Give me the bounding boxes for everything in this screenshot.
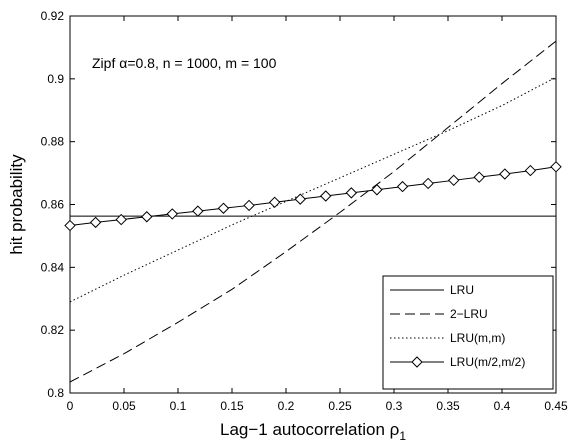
series-lru-m-2-m-2-point [524, 164, 537, 177]
series-lru-m-2-m-2-point [499, 168, 511, 180]
y-tick-label: 0.88 [41, 135, 65, 149]
series-lru-m-2-m-2-point [345, 187, 358, 199]
y-tick-label: 0.8 [47, 386, 64, 400]
series-lru-m-2-m-2-point [192, 205, 204, 217]
x-tick-label: 0.2 [278, 399, 295, 413]
series-lru-m-2-m-2-point [422, 177, 434, 190]
series-lru-m-2-m-2-point [89, 216, 102, 229]
x-tick-label: 0.1 [170, 399, 187, 413]
series-lru-m-2-m-2-point [448, 174, 460, 187]
x-tick-label: 0.15 [220, 399, 244, 413]
x-tick-label: 0.4 [494, 399, 511, 413]
legend-label-lru-m-2-m-2: LRU(m/2,m/2) [450, 355, 525, 369]
y-tick-label: 0.92 [41, 9, 65, 23]
legend: LRU 2−LRU LRU(m,m) LRU(m/2,m/2) [382, 275, 554, 390]
x-axis-label: Lag−1 autocorrelation ρ1 [220, 420, 406, 443]
series-lru-m-2-m-2-point [64, 219, 76, 232]
series-lru-m-2-m-2-point [371, 184, 383, 196]
series-lru-m-2-m-2-point [294, 193, 306, 205]
x-axis-label-subscript: 1 [399, 429, 406, 443]
series-lru-m-2-m-2-point [550, 161, 562, 173]
x-tick-label: 0.45 [544, 399, 568, 413]
x-tick-label: 0 [67, 399, 74, 413]
x-tick-label: 0.35 [436, 399, 460, 413]
axis-ticks: 0 0.05 0.1 0.15 0.2 0.25 0.3 0.35 0.4 0.45 0.8 0.82… [41, 9, 568, 413]
series-lru-m-2-m-2-point [396, 180, 409, 193]
series-lru-m-m-line [69, 76, 557, 303]
series-lru-m-2-m-2-point [115, 213, 127, 226]
series-lru-m-2-m-2-point [320, 190, 332, 202]
y-tick-label: 0.82 [41, 323, 65, 337]
series-lru-m-2-m-2-point [243, 199, 255, 212]
series-2-lru-line [69, 40, 557, 383]
y-axis-label: hit probability [7, 154, 26, 255]
annotation-text: Zipf α=0.8, n = 1000, m = 100 [92, 55, 277, 71]
series-lru-m-2-m-2-point [268, 196, 281, 209]
plot-area: 0 0.05 0.1 0.15 0.2 0.25 0.3 0.35 0.4 0.45 0.8 0.82… [41, 9, 568, 413]
legend-label-2-lru: 2−LRU [450, 307, 488, 321]
legend-label-lru: LRU [450, 283, 474, 297]
series-lru-m-2-m-2-point [217, 202, 230, 214]
y-tick-label: 0.86 [41, 198, 65, 212]
x-tick-label: 0.3 [386, 399, 403, 413]
legend-marker-lru-m-2-m-2 [411, 356, 423, 368]
series-lines [64, 40, 562, 383]
y-tick-label: 0.9 [47, 72, 64, 86]
x-tick-label: 0.05 [112, 399, 136, 413]
series-lru-m-2-m-2-point [141, 211, 153, 223]
legend-box [382, 275, 554, 390]
legend-label-lru-m-m: LRU(m,m) [450, 331, 505, 345]
x-axis-label-main: Lag−1 autocorrelation ρ [220, 420, 399, 439]
x-tick-label: 0.25 [328, 399, 352, 413]
series-lru-m-2-m-2-point [166, 208, 178, 220]
series-lru-m-2-m-2-point [473, 171, 485, 183]
y-tick-label: 0.84 [41, 260, 65, 274]
